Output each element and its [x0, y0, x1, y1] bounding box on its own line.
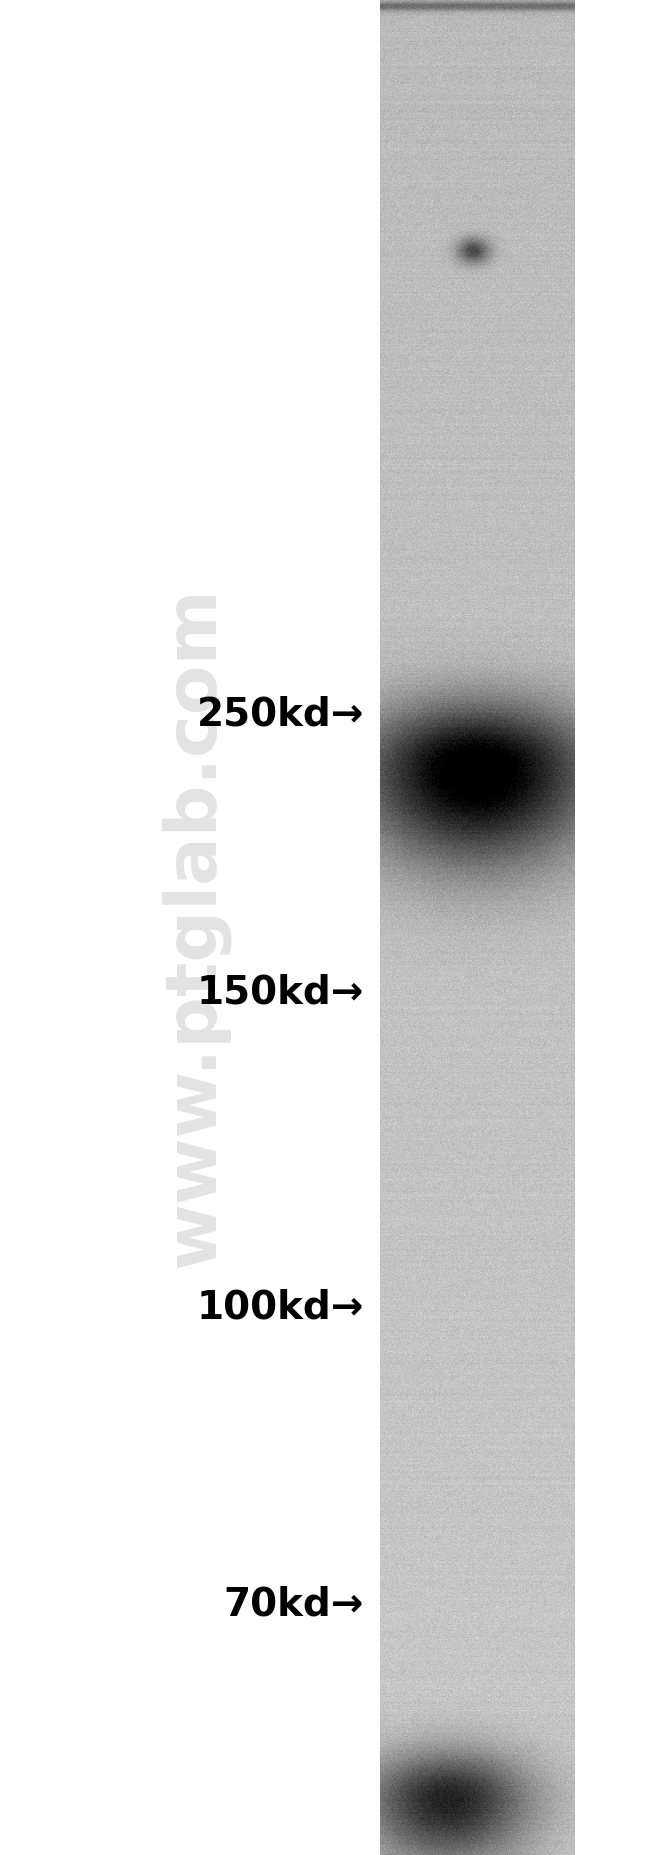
Bar	[575, 0, 650, 1855]
Text: 70kd→: 70kd→	[224, 1586, 364, 1623]
Text: www.ptglab.com: www.ptglab.com	[161, 586, 229, 1269]
Text: 250kd→: 250kd→	[197, 696, 364, 733]
Text: 100kd→: 100kd→	[197, 1289, 364, 1326]
Bar	[0, 0, 380, 1855]
Text: 150kd→: 150kd→	[197, 974, 364, 1011]
